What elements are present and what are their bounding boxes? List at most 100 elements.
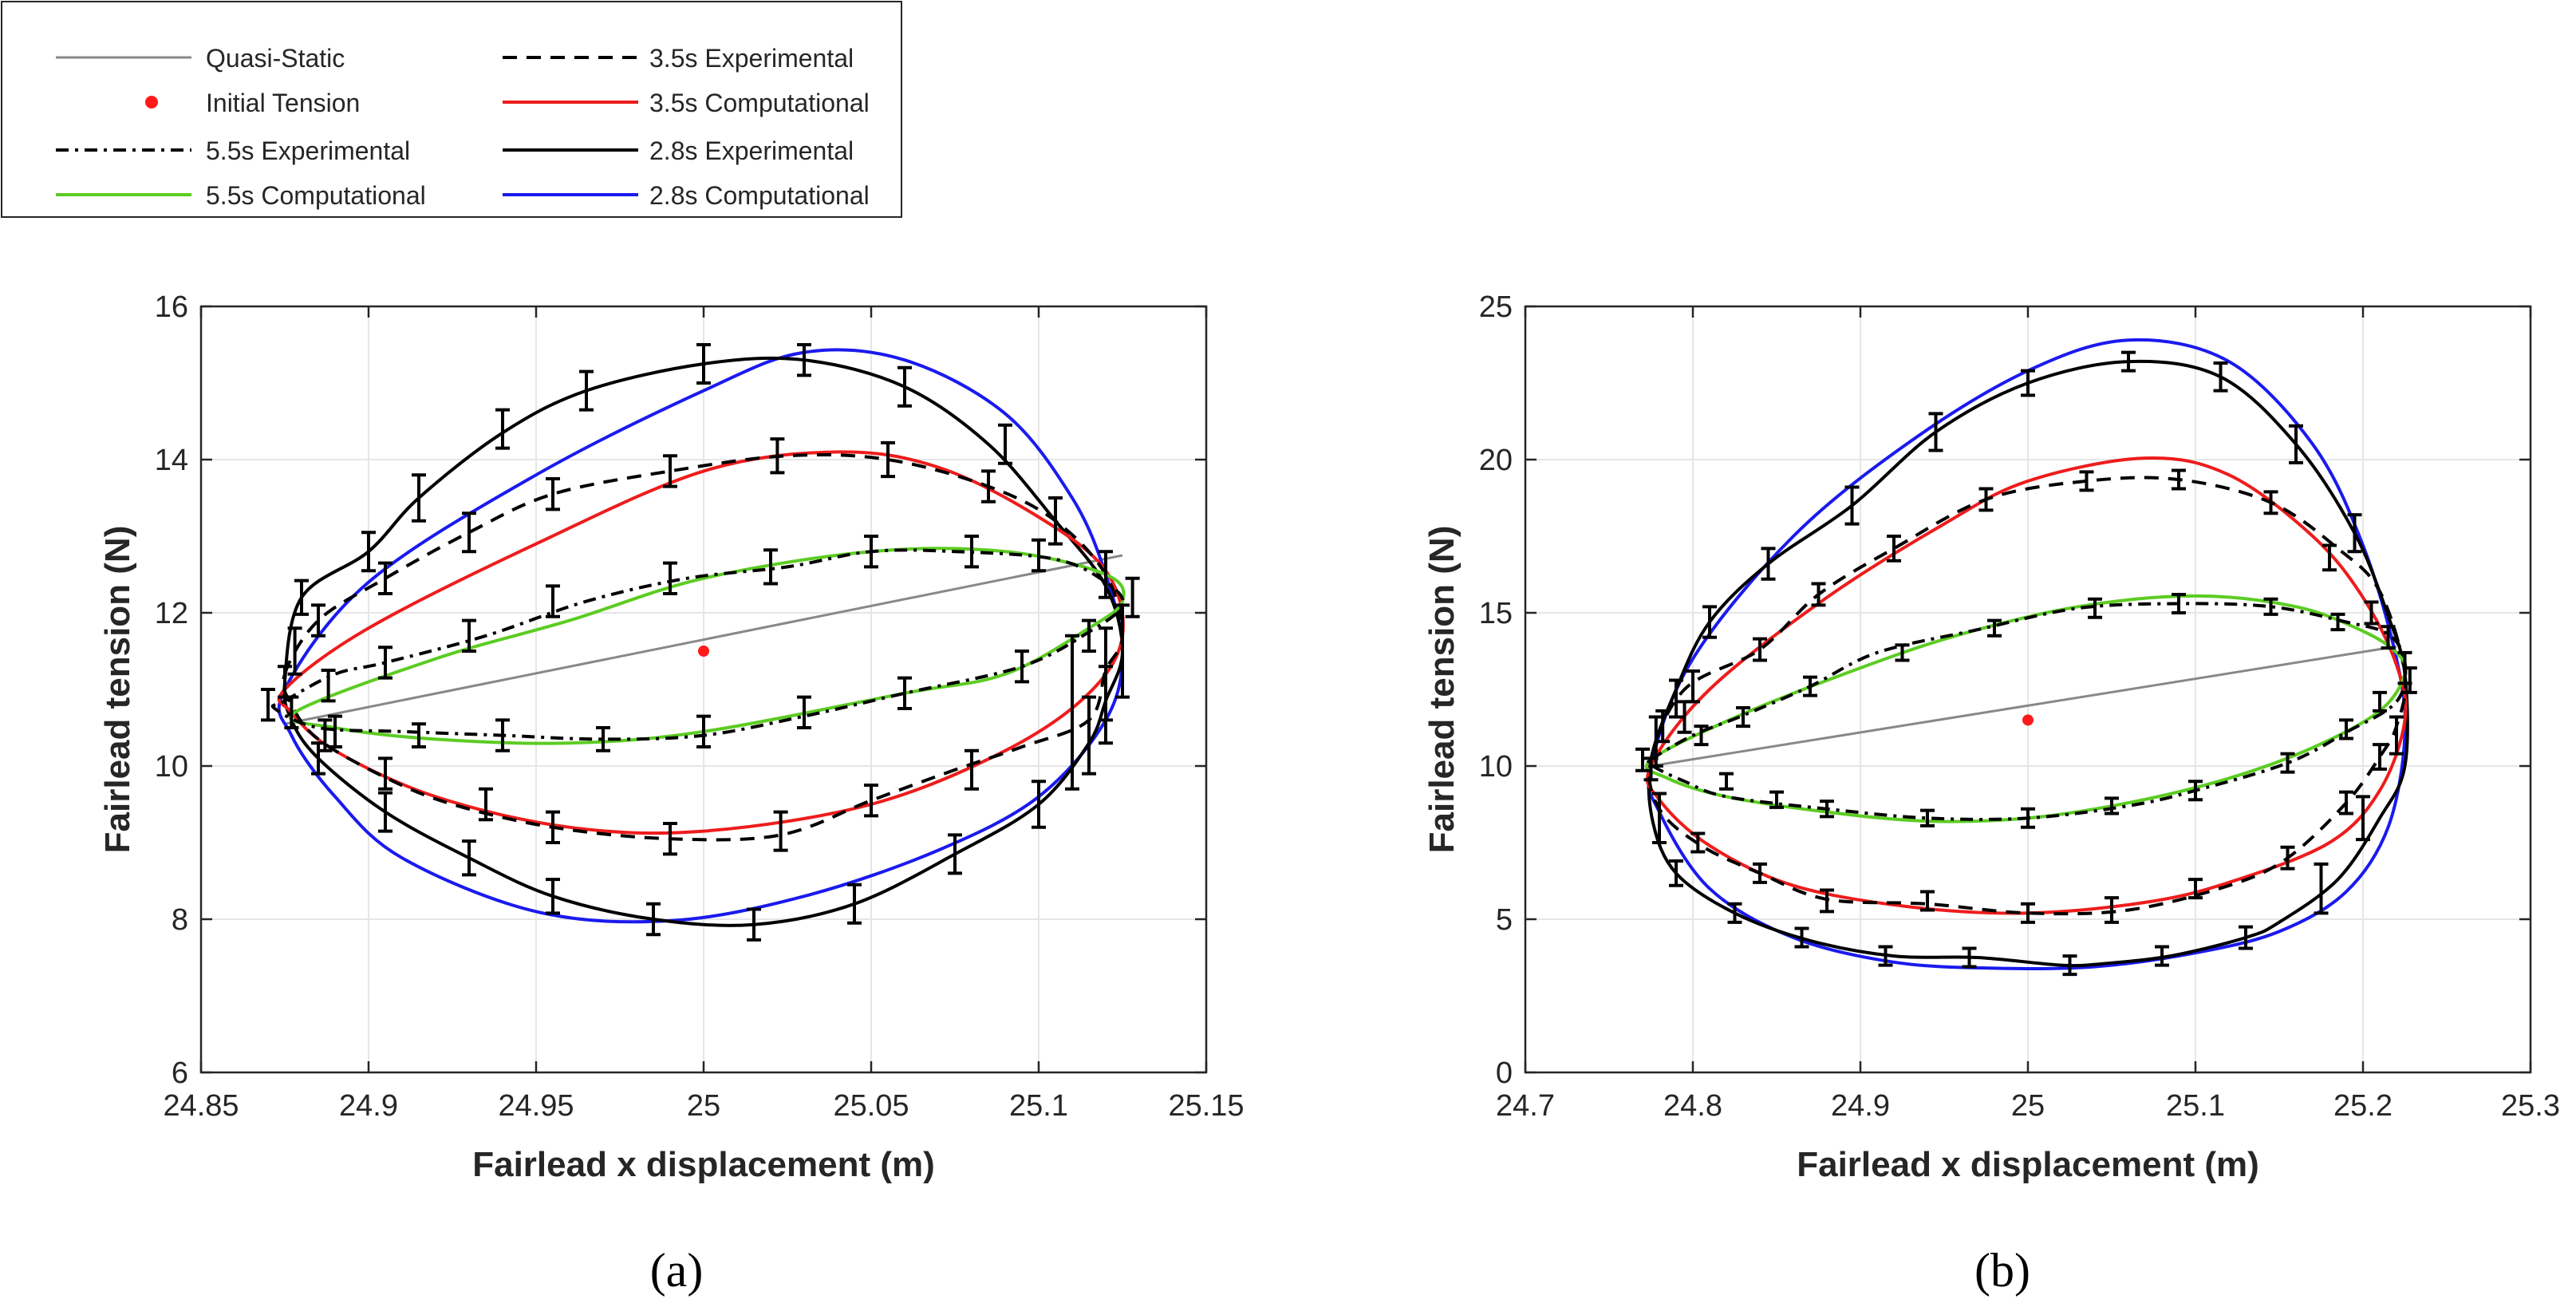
error-bar [1962, 946, 1977, 969]
x-axis-label: Fairlead x displacement (m) [472, 1145, 935, 1184]
error-bar [2314, 862, 2329, 915]
legend-entry-5.5s-experimental: 5.5s Experimental [56, 136, 410, 165]
error-bar [1753, 637, 1767, 662]
legend-label: 5.5s Computational [206, 181, 426, 210]
y-tick-label: 0 [1496, 1056, 1513, 1090]
error-bar [546, 477, 560, 511]
error-bars [261, 343, 1140, 942]
y-tick-label: 12 [155, 597, 188, 630]
legend-label: 2.8s Computational [649, 181, 870, 210]
x-tick-label: 24.8 [1663, 1089, 1722, 1123]
error-bar [1115, 603, 1130, 699]
error-bar [479, 787, 493, 822]
initial-tension-layer [2022, 714, 2034, 726]
error-bar [1686, 669, 1700, 704]
error-bar [2062, 954, 2077, 977]
chart-panel-b: 24.7 24.8 24.9 25 25.1 25.2 25.3 0 5 10 15 20 25 Fai… [1422, 290, 2560, 1297]
error-bar [1125, 576, 1140, 618]
legend-label: 2.8s Experimental [649, 136, 854, 165]
error-bar [1753, 862, 1767, 884]
error-bar [1082, 695, 1096, 776]
error-bar [2172, 468, 2186, 491]
y-tick-label: 10 [155, 750, 188, 784]
error-bar [747, 907, 761, 942]
error-bar [378, 561, 393, 595]
error-bar [1719, 772, 1734, 791]
error-bar [2263, 490, 2278, 515]
error-bar [1727, 902, 1742, 924]
error-bar [361, 531, 376, 573]
error-bar [412, 722, 426, 748]
error-bar [1736, 706, 1750, 729]
error-bar [1702, 605, 1717, 639]
error-bar [321, 669, 336, 703]
error-bar [378, 756, 393, 791]
error-bar [864, 784, 878, 818]
error-bar [546, 878, 560, 915]
error-bar [2339, 790, 2353, 815]
tick-layer: 24.7 24.8 24.9 25 25.1 25.2 25.3 0 5 10 15 20 25 [1479, 290, 2560, 1123]
legend-label: Initial Tension [206, 89, 360, 117]
error-bar [948, 833, 962, 875]
error-bar [2280, 845, 2295, 871]
error-bar [495, 408, 510, 450]
chart-panel-a: 24.85 24.9 24.95 25 25.05 25.1 25.15 6 8 10 12 14 16… [98, 290, 1245, 1297]
y-tick-label: 5 [1496, 903, 1513, 937]
error-bar [311, 603, 325, 638]
series-2.8s-experimental [1647, 359, 2409, 968]
panel-label: (b) [1974, 1244, 2030, 1297]
error-bar [2389, 715, 2404, 756]
error-bar [1032, 538, 1046, 573]
error-bar [1928, 412, 1943, 452]
y-tick-label: 8 [172, 903, 188, 937]
error-bar [2239, 925, 2253, 950]
error-bar [1048, 496, 1063, 546]
initial-tension-point [698, 646, 709, 657]
tick-layer: 24.85 24.9 24.95 25 25.05 25.1 25.15 6 8 10 12 14 16 [155, 290, 1245, 1123]
error-bar [797, 343, 811, 377]
error-bar [596, 726, 610, 752]
series-5.5s-experimental [1645, 602, 2408, 821]
error-bar [2188, 878, 2203, 900]
series-layer [1644, 338, 2409, 971]
x-tick-label: 25.2 [2333, 1089, 2393, 1123]
error-bar [311, 741, 325, 776]
error-bar [2188, 780, 2203, 802]
error-bar [462, 839, 476, 877]
error-bar [1669, 859, 1683, 887]
error-bar [287, 626, 302, 676]
error-bar [2088, 597, 2102, 619]
y-tick-label: 6 [172, 1056, 188, 1090]
error-bar [1878, 945, 1893, 967]
error-bar [2373, 743, 2387, 771]
error-bar [773, 810, 788, 852]
error-bar [2155, 945, 2169, 967]
error-bar [864, 535, 878, 569]
series-5.5s-computational [288, 547, 1126, 745]
error-bar [763, 548, 778, 586]
error-bar [2402, 666, 2417, 694]
error-bar [2213, 361, 2228, 393]
error-bar [2364, 600, 2379, 626]
error-bar [1690, 831, 1706, 854]
error-bar [2289, 424, 2303, 464]
error-bar [2105, 796, 2119, 815]
error-bar [579, 369, 594, 412]
error-bar [261, 688, 275, 722]
y-tick-label: 16 [155, 290, 188, 324]
x-tick-label: 24.7 [1496, 1089, 1555, 1123]
error-bar [1920, 890, 1935, 912]
error-bar [663, 454, 677, 488]
error-bar [2330, 612, 2345, 632]
error-bar [284, 695, 299, 729]
y-tick-label: 25 [1479, 290, 1513, 324]
error-bar [1655, 709, 1671, 744]
x-tick-label: 24.9 [339, 1089, 398, 1123]
x-tick-label: 25.05 [833, 1089, 909, 1123]
panel-label: (a) [650, 1244, 704, 1297]
error-bar [2381, 625, 2396, 650]
legend-entry-2.8s-computational: 2.8s Computational [503, 181, 870, 210]
y-tick-label: 10 [1479, 750, 1513, 784]
error-bar [328, 714, 342, 748]
